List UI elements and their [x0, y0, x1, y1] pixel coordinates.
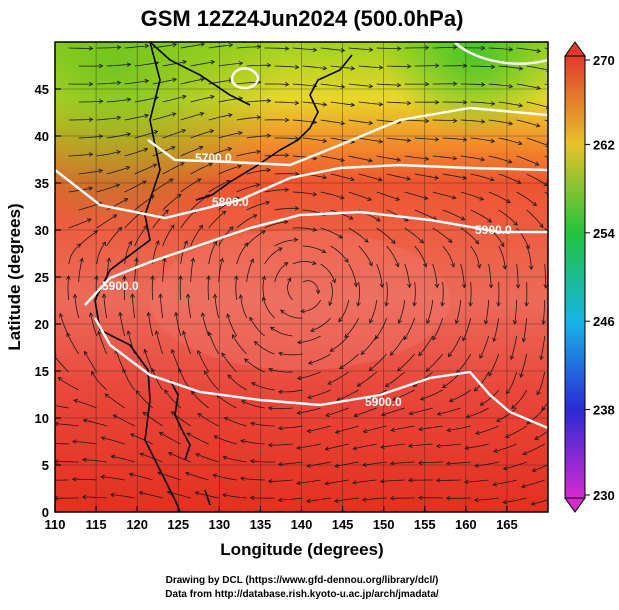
y-tick-label: 20: [35, 317, 49, 332]
x-tick-label: 130: [208, 517, 230, 532]
streamline-arrow: [552, 246, 556, 250]
colorbar-tick-label: 230: [593, 488, 615, 503]
colorbar-tick-label: 238: [593, 403, 615, 418]
streamline-arrow: [45, 403, 49, 407]
plot-area: 5700.0 5800.0 5900.0 5900.0 5900.0: [45, 42, 578, 512]
streamline-arrow: [559, 203, 563, 207]
streamline: [555, 246, 559, 270]
x-tick-label: 135: [250, 517, 272, 532]
credit-drawing: Drawing by DCL (https://www.gfd-dennou.o…: [166, 575, 439, 586]
y-tick-label: 10: [35, 411, 49, 426]
y-tick-label: 40: [35, 129, 49, 144]
colorbar-tick-label: 246: [593, 314, 615, 329]
colorbar-tick-label: 262: [593, 137, 615, 152]
y-axis-label: Latitude (degrees): [5, 203, 24, 350]
x-tick-label: 115: [86, 517, 107, 532]
streamline-arrow: [45, 478, 49, 482]
streamline-arrow: [557, 266, 561, 270]
y-tick-label: 45: [35, 82, 49, 97]
contour-label: 5800.0: [212, 195, 249, 209]
colorbar-bottom-arrow: [565, 498, 585, 512]
contour-label: 5900.0: [475, 223, 512, 237]
x-tick-label: 140: [291, 517, 313, 532]
contour-label: 5900.0: [365, 395, 402, 409]
y-tick-label: 30: [35, 223, 49, 238]
x-tick-label: 145: [332, 517, 354, 532]
y-tick-label: 15: [35, 364, 49, 379]
streamline-arrow: [551, 338, 555, 342]
colorbar-tick-label: 270: [593, 53, 615, 68]
x-axis-label: Longitude (degrees): [220, 540, 383, 559]
colorbar: 230 238 246 254 262 270: [565, 42, 615, 512]
y-tick-label: 5: [42, 458, 49, 473]
x-tick-label: 155: [414, 517, 436, 532]
contour-label: 5700.0: [195, 151, 232, 165]
y-tick-label: 35: [35, 176, 49, 191]
x-tick-label: 165: [496, 517, 518, 532]
streamline-arrow: [549, 374, 553, 378]
colorbar-scale: [565, 56, 585, 498]
streamline: [550, 354, 555, 378]
x-tick-label: 125: [167, 517, 189, 532]
colorbar-ticks: 230 238 246 254 262 270: [585, 53, 615, 503]
x-tick-label: 120: [126, 517, 148, 532]
colorbar-tick-label: 254: [593, 226, 615, 241]
colorbar-top-arrow: [565, 42, 585, 56]
streamline-arrow: [45, 441, 49, 445]
credit-data: Data from http://database.rish.kyoto-u.a…: [165, 589, 439, 600]
y-tick-label: 0: [42, 505, 49, 520]
warm-anomaly-subtropical-high: [150, 230, 450, 370]
x-tick-label: 160: [455, 517, 477, 532]
streamline: [251, 498, 275, 499]
x-tick-label: 150: [373, 517, 395, 532]
chart-title: GSM 12Z24Jun2024 (500.0hPa): [141, 6, 464, 31]
streamline: [552, 318, 554, 342]
streamline-arrow: [553, 302, 557, 306]
y-tick-label: 25: [35, 270, 49, 285]
contour-label: 5900.0: [102, 279, 139, 293]
